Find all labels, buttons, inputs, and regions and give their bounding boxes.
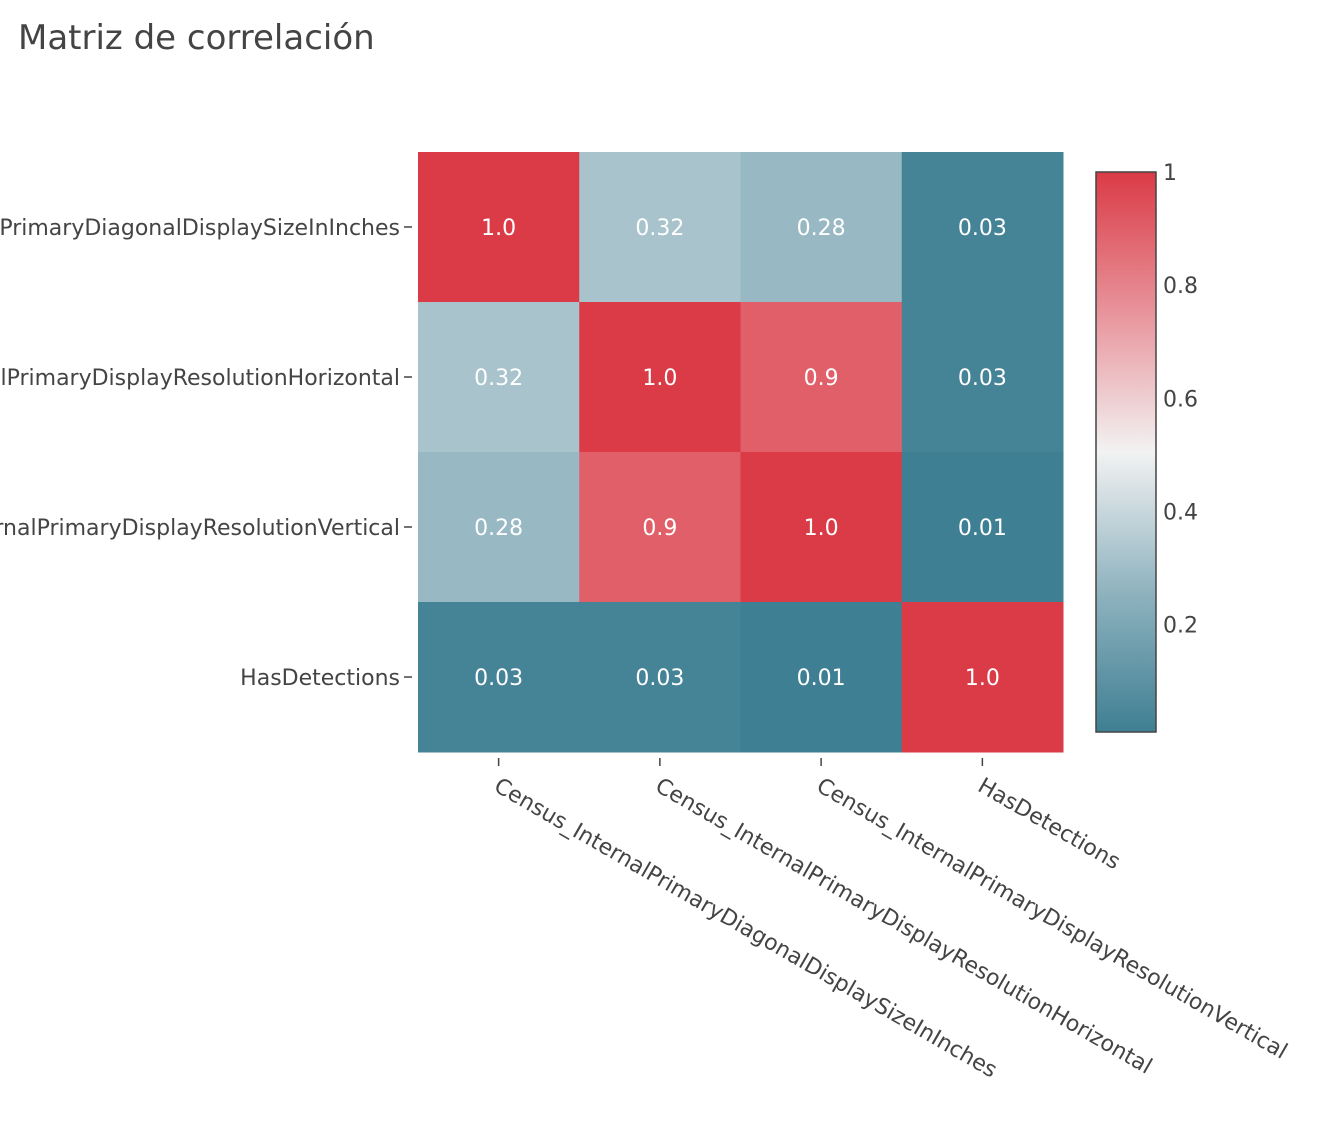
heatmap-cell-r2-c0 [418, 452, 580, 603]
cell-label-r2-c2: 1.0 [804, 516, 839, 541]
heatmap-cell-r2-c2 [740, 452, 903, 603]
heatmap-cell-r1-c0 [418, 302, 580, 453]
cell-label-r0-c3: 0.03 [958, 216, 1007, 241]
heatmap-cells [418, 152, 1064, 753]
cell-label-r0-c2: 0.28 [797, 216, 846, 241]
colorbar-tick-label-2: 0.6 [1163, 387, 1198, 412]
heatmap-cell-r1-c2 [740, 302, 903, 453]
cell-label-r3-c2: 0.01 [797, 666, 846, 691]
colorbar: 0.2 0.4 0.6 0.8 1 [1095, 161, 1198, 733]
cell-label-r2-c3: 0.01 [958, 516, 1007, 541]
heatmap-cell-r0-c2 [740, 152, 903, 303]
y-tick-label-census-internalprimarydisplayresolutionhorizontal: Census_InternalPrimaryDisplayResolutionH… [0, 366, 400, 391]
colorbar-tick-label-0: 0.2 [1163, 614, 1198, 639]
cell-label-r3-c0: 0.03 [474, 666, 523, 691]
heatmap-cell-r2-c3 [901, 452, 1064, 603]
y-axis: Census_InternalPrimaryDiagonalDisplaySiz… [0, 216, 412, 691]
cell-label-r0-c0: 1.0 [481, 216, 516, 241]
heatmap-cell-r3-c3 [901, 602, 1064, 753]
colorbar-gradient [1095, 171, 1157, 733]
heatmap-cell-labels: 1.0 0.32 0.28 0.03 0.32 1.0 0.9 0.03 0.28 0.9 1.0 0… [474, 216, 1007, 691]
y-tick-label-census-internalprimarydiagonaldisplaysizeininches: Census_InternalPrimaryDiagonalDisplaySiz… [0, 216, 400, 241]
cell-label-r3-c1: 0.03 [635, 666, 684, 691]
cell-label-r2-c1: 0.9 [642, 516, 677, 541]
y-tick-label-hasdetections: HasDetections [240, 666, 400, 691]
cell-label-r1-c3: 0.03 [958, 366, 1007, 391]
heatmap-cell-r0-c1 [579, 152, 741, 303]
colorbar-tick-label-3: 0.8 [1163, 274, 1198, 299]
colorbar-tick-label-4: 1 [1163, 161, 1177, 186]
heatmap-cell-r0-c3 [901, 152, 1064, 303]
heatmap-cell-r3-c2 [740, 602, 903, 753]
colorbar-tick-label-1: 0.4 [1163, 500, 1198, 525]
x-tick-label-hasdetections: HasDetections [973, 774, 1124, 876]
heatmap-cell-r0-c0 [418, 152, 580, 303]
cell-label-r1-c2: 0.9 [804, 366, 839, 391]
cell-label-r2-c0: 0.28 [474, 516, 523, 541]
cell-label-r1-c1: 1.0 [642, 366, 677, 391]
heatmap-cell-r2-c1 [579, 452, 741, 603]
cell-label-r0-c1: 0.32 [635, 216, 684, 241]
chart-title: Matriz de correlación [18, 18, 375, 58]
cell-label-r1-c0: 0.32 [474, 366, 523, 391]
heatmap-cell-r3-c0 [418, 602, 580, 753]
cell-label-r3-c3: 1.0 [965, 666, 1000, 691]
y-tick-label-census-internalprimarydisplayresolutionvertical: Census_InternalPrimaryDisplayResolutionV… [0, 516, 400, 541]
heatmap-cell-r1-c1 [579, 302, 741, 453]
heatmap-cell-r3-c1 [579, 602, 741, 753]
x-axis: Census_InternalPrimaryDiagonalDisplaySiz… [490, 758, 1291, 1083]
heatmap-cell-r1-c3 [901, 302, 1064, 453]
